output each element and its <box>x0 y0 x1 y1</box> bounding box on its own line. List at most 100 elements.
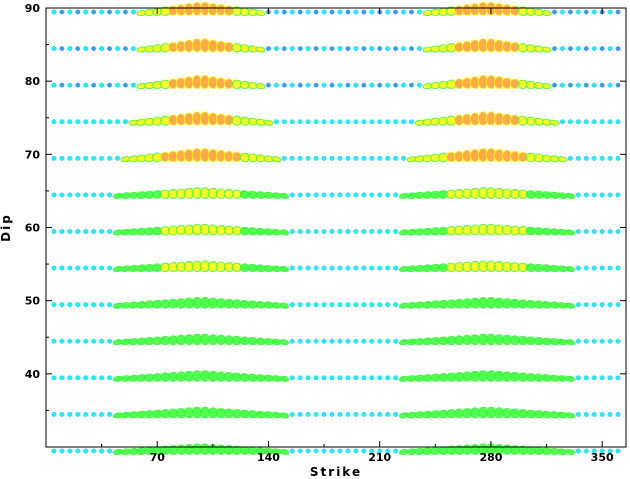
mechanism-marker <box>67 338 73 344</box>
mechanism-marker <box>369 375 375 381</box>
mechanism-marker <box>313 375 319 381</box>
mechanism-marker <box>369 265 375 271</box>
mechanism-marker <box>409 9 414 15</box>
mechanism-marker <box>59 338 65 344</box>
mechanism-marker <box>591 46 597 51</box>
mechanism-marker <box>83 448 89 454</box>
mechanism-marker <box>329 119 335 125</box>
mechanism-marker <box>565 412 575 419</box>
mechanism-marker <box>297 412 303 417</box>
mechanism-marker <box>305 448 311 454</box>
mechanism-marker <box>369 229 375 234</box>
mechanism-marker <box>353 155 359 161</box>
mechanism-marker <box>393 265 398 271</box>
mechanism-marker <box>107 375 112 381</box>
mechanism-marker <box>91 265 97 271</box>
mechanism-marker <box>575 155 581 161</box>
mechanism-marker <box>329 229 335 234</box>
mechanism-marker <box>59 192 65 198</box>
mechanism-marker <box>591 229 597 234</box>
mechanism-marker <box>289 192 295 198</box>
mechanism-marker <box>305 302 311 308</box>
mechanism-marker <box>99 46 105 51</box>
mechanism-marker <box>615 155 621 161</box>
mechanism-marker <box>67 265 73 271</box>
mechanism-marker <box>75 9 81 15</box>
x-axis: 70 140 210 280 350 <box>45 8 614 464</box>
mechanism-marker <box>255 83 266 90</box>
mechanism-marker <box>583 448 589 454</box>
mechanism-marker <box>123 82 128 88</box>
mechanism-marker <box>409 82 414 88</box>
mechanism-marker <box>552 46 557 51</box>
mechanism-marker <box>281 9 287 15</box>
mechanism-marker <box>67 155 73 161</box>
mechanism-marker <box>91 46 97 51</box>
mechanism-marker <box>321 265 327 271</box>
x-tick-label: 280 <box>479 451 502 464</box>
mechanism-marker <box>377 229 383 234</box>
mechanism-marker <box>59 412 65 417</box>
mechanism-marker <box>289 119 295 125</box>
mechanism-marker <box>130 82 136 88</box>
mechanism-marker <box>263 119 274 126</box>
mechanism-marker <box>377 265 383 271</box>
mechanism-marker <box>305 265 311 271</box>
mechanism-marker <box>107 119 112 125</box>
mechanism-marker <box>83 192 89 198</box>
mechanism-marker <box>279 266 289 273</box>
mechanism-marker <box>51 119 57 125</box>
mechanism-marker <box>337 119 343 125</box>
mechanism-marker <box>313 338 319 344</box>
mechanism-marker <box>51 448 57 454</box>
mechanism-marker <box>59 155 65 161</box>
mechanism-marker <box>385 192 391 198</box>
mechanism-marker <box>289 448 295 454</box>
mechanism-marker <box>297 338 303 344</box>
mechanism-marker <box>417 9 422 15</box>
mechanism-marker <box>329 155 335 161</box>
mechanism-marker <box>115 46 120 51</box>
mechanism-marker <box>615 338 621 344</box>
mechanism-marker <box>345 82 351 88</box>
mechanism-marker <box>575 375 581 381</box>
mechanism-marker <box>377 302 383 308</box>
mechanism-marker <box>305 9 311 15</box>
mechanism-marker <box>565 192 575 199</box>
mechanism-marker <box>130 46 136 51</box>
mechanism-marker <box>99 448 105 454</box>
mechanism-marker <box>607 192 613 198</box>
mechanism-marker <box>565 375 575 382</box>
mechanism-marker <box>615 192 621 198</box>
mechanism-marker <box>393 375 398 381</box>
mechanism-marker <box>567 119 573 125</box>
dip-row <box>51 1 621 16</box>
mechanism-marker <box>377 338 383 344</box>
mechanism-marker <box>67 375 73 381</box>
mechanism-marker <box>75 82 81 88</box>
mechanism-marker <box>289 9 295 15</box>
mechanism-marker <box>560 9 565 15</box>
mechanism-marker <box>599 155 605 161</box>
mechanism-marker <box>549 119 560 126</box>
mechanism-marker <box>59 448 65 454</box>
mechanism-marker <box>615 412 621 417</box>
mechanism-marker <box>591 119 597 125</box>
mechanism-marker <box>107 46 112 51</box>
mechanism-marker <box>297 448 303 454</box>
mechanism-marker <box>607 82 613 88</box>
mechanism-marker <box>591 82 597 88</box>
mechanism-marker <box>83 375 89 381</box>
mechanism-marker <box>369 412 375 417</box>
mechanism-marker <box>289 265 295 271</box>
mechanism-marker <box>353 192 359 198</box>
mechanism-marker <box>313 9 319 15</box>
mechanism-marker <box>583 375 589 381</box>
mechanism-marker <box>107 155 112 161</box>
mechanism-marker <box>59 82 65 88</box>
mechanism-marker <box>591 265 597 271</box>
mechanism-marker <box>345 9 351 15</box>
mechanism-marker <box>75 119 81 125</box>
mechanism-marker <box>321 412 327 417</box>
mechanism-marker <box>599 46 605 51</box>
